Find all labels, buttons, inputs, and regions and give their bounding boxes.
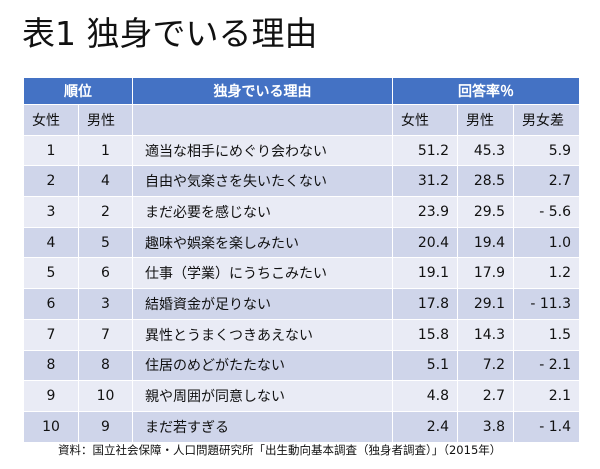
reason-text: まだ若すぎる — [132, 410, 393, 443]
reason-text: 結婚資金が足りない — [132, 288, 393, 320]
table-row: 6 3 結婚資金が足りない 17.8 29.1- 11.3 — [23, 288, 580, 320]
rank-female: 6 — [23, 288, 79, 320]
rank-male: 6 — [78, 257, 133, 290]
female-percent: 19.1 — [392, 257, 458, 290]
gender-gap: 1.5 — [513, 318, 580, 351]
header-rank: 順位 — [23, 77, 133, 105]
rank-male: 9 — [78, 410, 133, 443]
male-percent: 29.1 — [457, 288, 514, 320]
reason-text: 異性とうまくつきあえない — [132, 318, 393, 351]
table-row: 7 7 異性とうまくつきあえない 15.8 14.3 1.5 — [23, 318, 580, 351]
female-percent: 17.8 — [392, 288, 458, 320]
rank-female: 4 — [23, 226, 79, 259]
rank-female: 3 — [23, 196, 79, 228]
gender-gap: 1.2 — [513, 257, 580, 290]
rank-female: 8 — [23, 349, 79, 382]
table-row: 3 2 まだ必要を感じない 23.9 29.5- 5.6 — [23, 196, 580, 228]
table-subheader-row: 女性 男性 女性 男性 男女差 — [23, 104, 580, 136]
female-percent: 15.8 — [392, 318, 458, 351]
male-percent: 3.8 — [457, 410, 514, 443]
reason-text: 趣味や娯楽を楽しみたい — [132, 226, 393, 259]
table-row: 4 5 趣味や娯楽を楽しみたい 20.4 19.4 1.0 — [23, 226, 580, 259]
table-row: 2 4 自由や気楽さを失いたくない 31.2 28.5 2.7 — [23, 165, 580, 198]
rank-male: 10 — [78, 380, 133, 412]
table-row: 10 9 まだ若すぎる 2.4 3.8- 1.4 — [23, 410, 580, 443]
table-header-row: 順位 独身でいる理由 回答率％ — [23, 77, 580, 105]
rank-female: 9 — [23, 380, 79, 412]
table-row: 5 6 仕事（学業）にうちこみたい 19.1 17.9 1.2 — [23, 257, 580, 290]
reasons-table: 順位 独身でいる理由 回答率％ 女性 男性 女性 男性 男女差 1 1 適当な相手に… — [23, 77, 580, 443]
rank-female: 7 — [23, 318, 79, 351]
rank-male: 1 — [78, 134, 133, 167]
header-reason: 独身でいる理由 — [132, 77, 393, 105]
male-percent: 7.2 — [457, 349, 514, 382]
subheader-female-pct: 女性 — [392, 104, 458, 136]
page-title: 表1 独身でいる理由 — [22, 14, 318, 53]
gender-gap: 1.0 — [513, 226, 580, 259]
subheader-gap: 男女差 — [513, 104, 580, 136]
reason-text: 適当な相手にめぐり会わない — [132, 134, 393, 167]
gender-gap: - 2.1 — [513, 349, 580, 382]
rank-female: 2 — [23, 165, 79, 198]
source-note: 資料：国立社会保障・人口問題研究所「出生動向基本調査（独身者調査）」（2015年… — [58, 443, 502, 457]
female-percent: 31.2 — [392, 165, 458, 198]
gender-gap: - 11.3 — [513, 288, 580, 320]
female-percent: 2.4 — [392, 410, 458, 443]
reason-text: 住居のめどがたたない — [132, 349, 393, 382]
rank-male: 2 — [78, 196, 133, 228]
rank-male: 8 — [78, 349, 133, 382]
rank-male: 4 — [78, 165, 133, 198]
gender-gap: 5.9 — [513, 134, 580, 167]
gender-gap: 2.1 — [513, 380, 580, 412]
table-row: 9 10 親や周囲が同意しない 4.8 2.7 2.1 — [23, 380, 580, 412]
reason-text: まだ必要を感じない — [132, 196, 393, 228]
table-body: 1 1 適当な相手にめぐり会わない 51.2 45.3 5.9 2 4 自由や気楽さを失いたくな… — [23, 134, 580, 443]
reason-text: 親や周囲が同意しない — [132, 380, 393, 412]
subheader-female: 女性 — [23, 104, 79, 136]
female-percent: 23.9 — [392, 196, 458, 228]
rank-male: 7 — [78, 318, 133, 351]
table-row: 8 8 住居のめどがたたない 5.1 7.2- 2.1 — [23, 349, 580, 382]
gender-gap: 2.7 — [513, 165, 580, 198]
female-percent: 4.8 — [392, 380, 458, 412]
male-percent: 2.7 — [457, 380, 514, 412]
gender-gap: - 1.4 — [513, 410, 580, 443]
male-percent: 19.4 — [457, 226, 514, 259]
female-percent: 5.1 — [392, 349, 458, 382]
subheader-male: 男性 — [78, 104, 133, 136]
rank-female: 10 — [23, 410, 79, 443]
rank-female: 5 — [23, 257, 79, 290]
rank-male: 3 — [78, 288, 133, 320]
subheader-male-pct: 男性 — [457, 104, 514, 136]
rank-female: 1 — [23, 134, 79, 167]
rank-male: 5 — [78, 226, 133, 259]
male-percent: 28.5 — [457, 165, 514, 198]
header-percent: 回答率％ — [392, 77, 580, 105]
female-percent: 20.4 — [392, 226, 458, 259]
male-percent: 17.9 — [457, 257, 514, 290]
male-percent: 14.3 — [457, 318, 514, 351]
gender-gap: - 5.6 — [513, 196, 580, 228]
reason-text: 自由や気楽さを失いたくない — [132, 165, 393, 198]
table-row: 1 1 適当な相手にめぐり会わない 51.2 45.3 5.9 — [23, 134, 580, 167]
subheader-blank — [132, 104, 393, 136]
female-percent: 51.2 — [392, 134, 458, 167]
male-percent: 29.5 — [457, 196, 514, 228]
male-percent: 45.3 — [457, 134, 514, 167]
reason-text: 仕事（学業）にうちこみたい — [132, 257, 393, 290]
